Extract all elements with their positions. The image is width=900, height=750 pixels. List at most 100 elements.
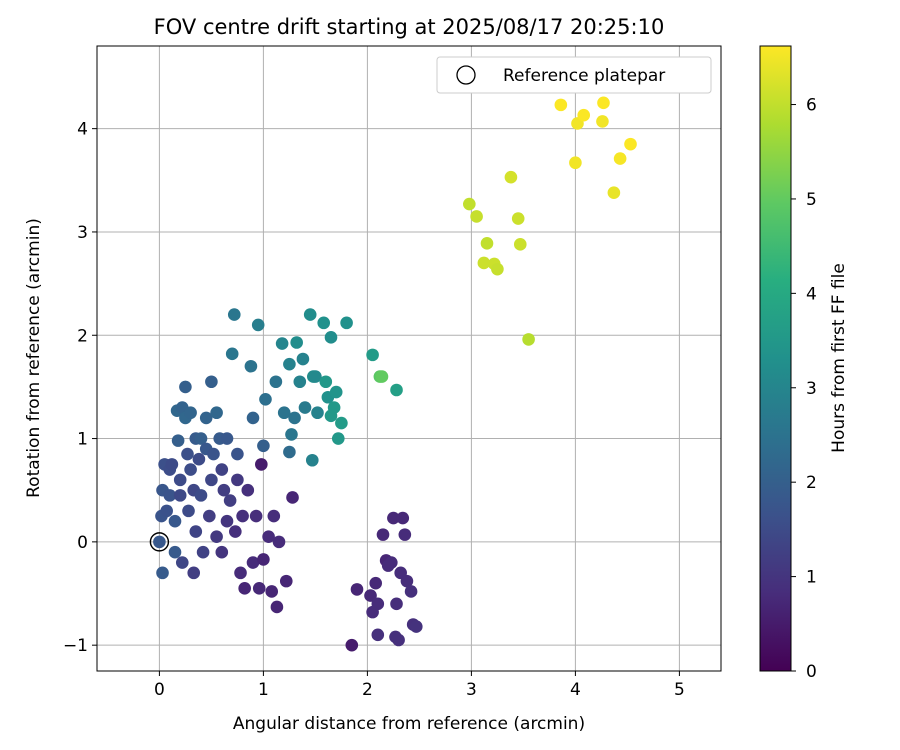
y-tick-label: 4 xyxy=(77,120,88,140)
data-point xyxy=(173,489,187,502)
data-point xyxy=(257,439,270,453)
colorbar-tick-label: 0 xyxy=(806,662,817,682)
data-point xyxy=(251,318,265,332)
data-point xyxy=(246,556,260,569)
data-point xyxy=(396,511,410,525)
data-point xyxy=(480,237,494,250)
legend-box xyxy=(436,56,712,94)
data-point xyxy=(319,375,333,389)
legend-reference-marker xyxy=(456,65,476,85)
data-point xyxy=(199,411,213,425)
x-axis-label: Angular distance from reference (arcmin) xyxy=(233,714,585,734)
y-tick-label: 2 xyxy=(77,326,88,346)
data-point xyxy=(168,545,182,559)
data-point xyxy=(364,589,377,602)
data-point xyxy=(257,553,270,566)
data-point xyxy=(244,359,258,373)
data-point xyxy=(290,336,303,349)
reference-point xyxy=(149,532,170,552)
data-point xyxy=(220,514,234,528)
data-point xyxy=(246,411,260,425)
data-point xyxy=(305,453,319,467)
data-point xyxy=(298,401,312,414)
data-point xyxy=(236,509,249,523)
colorbar-tick-label: 2 xyxy=(806,473,817,493)
data-point xyxy=(607,186,621,199)
data-point xyxy=(491,262,504,276)
plot-frame xyxy=(96,45,722,672)
data-point xyxy=(196,545,210,559)
x-tick-label: 0 xyxy=(154,680,165,700)
data-point xyxy=(205,473,218,487)
data-point xyxy=(511,212,525,225)
reference-marker xyxy=(149,532,170,552)
data-point xyxy=(210,530,223,544)
data-point xyxy=(398,528,412,541)
data-point xyxy=(265,585,279,598)
colorbar-ticks: 0 1 2 3 4 5 6 xyxy=(791,96,817,682)
data-point xyxy=(331,432,345,445)
data-point xyxy=(270,600,284,614)
data-point xyxy=(390,383,403,397)
data-point xyxy=(504,170,518,184)
data-point xyxy=(335,416,348,430)
data-point xyxy=(234,566,247,580)
data-point xyxy=(267,509,281,523)
colorbar-tick-label: 1 xyxy=(806,568,817,588)
data-point xyxy=(277,406,291,420)
data-point xyxy=(327,401,341,414)
y-tick-label: 3 xyxy=(77,223,88,243)
data-point xyxy=(259,393,272,406)
data-point xyxy=(371,597,385,611)
data-point xyxy=(369,576,383,590)
data-point xyxy=(390,597,403,611)
data-point xyxy=(231,473,244,487)
y-axis-ticks: −1 0 1 2 3 4 xyxy=(63,120,97,656)
data-point xyxy=(317,316,331,330)
data-point xyxy=(227,308,241,321)
data-point xyxy=(168,514,182,528)
data-point xyxy=(229,525,242,538)
colorbar-tick-label: 6 xyxy=(806,96,817,116)
data-point xyxy=(340,316,353,330)
data-point xyxy=(156,566,169,580)
data-point xyxy=(179,380,192,394)
data-point xyxy=(513,238,527,251)
colorbar-tick-label: 5 xyxy=(806,190,817,210)
legend-label: Reference platepar xyxy=(503,66,665,86)
data-point xyxy=(249,509,263,523)
data-point xyxy=(288,411,301,425)
data-point xyxy=(181,447,194,461)
legend: Reference platepar xyxy=(436,56,712,94)
data-point xyxy=(371,628,385,642)
data-point xyxy=(231,447,244,461)
data-point xyxy=(554,98,568,112)
data-point xyxy=(241,483,255,497)
data-point xyxy=(283,445,296,459)
data-point xyxy=(175,556,189,569)
data-point xyxy=(409,620,423,633)
data-point xyxy=(210,406,223,420)
data-point xyxy=(217,483,231,497)
data-point xyxy=(160,504,173,518)
data-point xyxy=(385,556,398,569)
data-point xyxy=(262,530,275,544)
x-tick-label: 4 xyxy=(570,680,581,700)
x-tick-label: 5 xyxy=(674,680,685,700)
data-point xyxy=(184,406,197,420)
data-point xyxy=(220,432,234,445)
data-point xyxy=(225,347,239,361)
data-point xyxy=(366,348,379,362)
y-tick-label: 0 xyxy=(77,533,88,553)
data-point xyxy=(400,574,414,588)
data-point xyxy=(470,210,483,223)
colorbar-tick-label: 4 xyxy=(806,284,817,304)
data-point xyxy=(182,504,195,518)
data-point xyxy=(387,511,400,525)
data-point xyxy=(293,375,307,389)
data-point xyxy=(309,370,322,383)
data-point xyxy=(577,108,591,122)
data-point xyxy=(171,434,185,447)
data-point xyxy=(311,406,324,420)
